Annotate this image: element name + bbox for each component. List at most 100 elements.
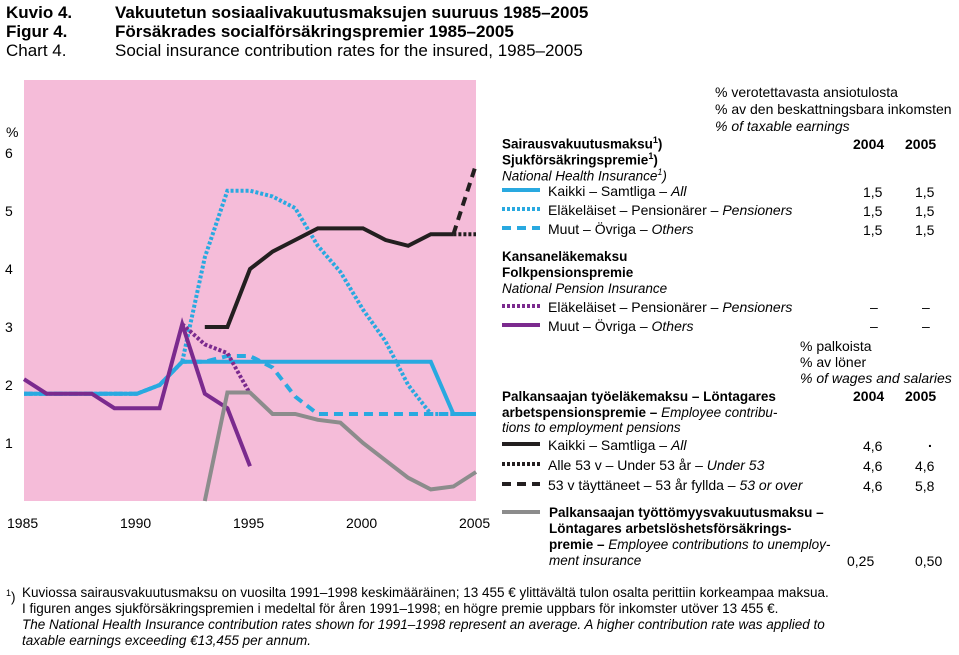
emp-item-under53-label: Alle 53 v – Under 53 år –	[548, 457, 707, 473]
footnote-fi: Kuviossa sairausvakuutusmaksu on vuosilt…	[22, 585, 829, 600]
health-pensioners-2005: 1,5	[915, 203, 935, 219]
natpen-item-pensioners: Eläkeläiset – Pensionärer – Pensioners	[548, 299, 792, 315]
x-tick-label: 1995	[233, 515, 265, 531]
emp-53over-2005: 5,8	[915, 478, 935, 494]
health-item-all: Kaikki – Samtliga – All	[548, 183, 687, 199]
series-line-unemployment-solid	[202, 390, 478, 502]
emp-item-under53-en: Under 53	[706, 457, 765, 473]
legend-swatches	[502, 188, 540, 514]
natpen-item-others-en: Others	[651, 318, 694, 334]
unemp-heading-line2: Löntagares arbetslöshetsförsäkrings-	[549, 521, 792, 536]
emp-all-2005: .	[928, 434, 932, 450]
series-layer	[22, 163, 478, 502]
series-line-health-dashed	[24, 354, 476, 416]
unit1-sv: % av den beskattningsbara inkomsten	[715, 101, 952, 117]
unemp-heading-line1: Palkansaajan työttömyysvakuutusmaksu –	[549, 505, 824, 520]
health-item-pensioners-en: Pensioners	[722, 202, 793, 218]
title-sv: Försäkrades socialförsäkringspremier 198…	[115, 22, 514, 41]
col-2005-b: 2005	[905, 388, 937, 404]
health-others-2005: 1,5	[915, 222, 935, 238]
title-label-fi: Kuvio 4.	[6, 3, 73, 22]
y-tick-label: 1	[5, 435, 13, 451]
health-item-all-label: Kaikki – Samtliga –	[548, 183, 671, 199]
series-line-national_pension-solid	[22, 317, 252, 467]
emp-item-53over: 53 v täyttäneet – 53 år fyllda – 53 or o…	[548, 477, 803, 493]
title-label-sv: Figur 4.	[6, 22, 68, 41]
unit1-en: % of taxable earnings	[715, 118, 850, 134]
unemp-heading-line3-it: Employee contributions to unemploy-	[608, 537, 831, 552]
health-item-pensioners-label: Eläkeläiset – Pensionärer –	[548, 202, 723, 218]
natpen-item-others: Muut – Övriga – Others	[548, 318, 694, 334]
unemp-2004: 0,25	[847, 553, 875, 569]
y-tick-label: 5	[5, 203, 13, 219]
y-tick-label: 3	[5, 319, 13, 335]
emp-item-under53: Alle 53 v – Under 53 år – Under 53	[548, 457, 764, 473]
x-tick-label: 2005	[459, 515, 491, 531]
footnote-en-2: taxable earnings exceeding €13,455 per a…	[22, 633, 311, 648]
health-others-2004: 1,5	[863, 222, 883, 238]
emp-heading-line2-bold: arbetspensionspremie –	[502, 405, 662, 420]
emp-item-all-en: All	[670, 437, 687, 453]
natpen-heading-fi: Kansaneläkemaksu	[502, 249, 628, 264]
emp-heading-line2: arbetspensionspremie – Employee contribu…	[502, 405, 777, 420]
title-label-en: Chart 4.	[6, 41, 67, 60]
footnote-sv: I figuren anges sjukförsäkringspremien i…	[22, 601, 779, 616]
health-all-2004: 1,5	[863, 184, 883, 200]
emp-heading-line3: tions to employment pensions	[502, 420, 681, 435]
health-item-pensioners: Eläkeläiset – Pensionärer – Pensioners	[548, 202, 792, 218]
health-fn-paren-3: )	[662, 168, 667, 184]
health-heading-en-text: National Health Insurance	[502, 168, 658, 184]
footnote-mark-sup: 1	[6, 588, 12, 598]
col-2004-b: 2004	[853, 388, 885, 404]
series-line-employee_pension-dashed	[451, 163, 478, 235]
health-item-others-en: Others	[651, 221, 694, 237]
col-2005-a: 2005	[905, 136, 937, 152]
footnote-mark-paren: )	[11, 589, 16, 605]
emp-53over-2004: 4,6	[863, 478, 883, 494]
series-line-national_pension-dotted	[180, 322, 252, 395]
health-heading-sv: Sjukförsäkringspremie1)	[502, 149, 658, 168]
health-heading-fi-text: Sairausvakuutusmaksu	[502, 136, 653, 152]
emp-under53-2005: 4,6	[915, 458, 935, 474]
emp-heading-line1: Palkansaajan työeläkemaksu – Löntagares	[502, 389, 776, 404]
natpen-item-pensioners-en: Pensioners	[722, 299, 793, 315]
x-tick-label: 1990	[120, 515, 152, 531]
series-line-employee_pension-solid	[204, 226, 454, 329]
emp-item-all-label: Kaikki – Samtliga –	[548, 437, 671, 453]
unemp-heading-line3: premie – Employee contributions to unemp…	[549, 537, 830, 552]
health-fn-mark-2: 1	[648, 151, 654, 161]
footnote-en-1: The National Health Insurance contributi…	[22, 617, 825, 632]
health-item-all-en: All	[670, 183, 687, 199]
title-en: Social insurance contribution rates for …	[115, 41, 583, 60]
x-tick-label: 1985	[7, 515, 39, 531]
natpen-pensioners-2004: –	[870, 299, 878, 315]
natpen-item-pensioners-label: Eläkeläiset – Pensionärer –	[548, 299, 723, 315]
natpen-others-2005: –	[922, 318, 930, 334]
y-axis-label: %	[6, 124, 19, 140]
emp-item-53over-label: 53 v täyttäneet – 53 år fyllda –	[548, 477, 740, 493]
unemp-heading-line3-bold: premie –	[549, 537, 609, 552]
emp-under53-2004: 4,6	[863, 458, 883, 474]
natpen-heading-sv: Folkpensionspremie	[502, 265, 634, 280]
health-heading-en: National Health Insurance1)	[502, 165, 667, 184]
y-tick-label: 4	[5, 261, 13, 277]
unemp-2005: 0,50	[915, 553, 943, 569]
y-tick-label: 6	[5, 145, 13, 161]
health-fn-paren-1: )	[657, 136, 663, 152]
x-tick-label: 2000	[346, 515, 378, 531]
unit1-fi: % verotettavasta ansiotulosta	[715, 84, 898, 100]
natpen-item-others-label: Muut – Övriga –	[548, 318, 652, 334]
footnote-mark: 1)	[6, 585, 16, 606]
health-all-2005: 1,5	[915, 184, 935, 200]
health-heading-fi: Sairausvakuutusmaksu1)	[502, 133, 662, 152]
unit2-fi: % palkoista	[800, 338, 872, 354]
emp-item-all: Kaikki – Samtliga – All	[548, 437, 687, 453]
unit2-en: % of wages and salaries	[800, 370, 952, 386]
unit2-sv: % av löner	[800, 354, 867, 370]
health-fn-mark-1: 1	[652, 135, 658, 145]
emp-heading-line2-it: Employee contribu-	[661, 405, 778, 420]
unemp-heading-line4: ment insurance	[549, 553, 642, 568]
emp-all-2004: 4,6	[863, 438, 883, 454]
health-fn-paren-2: )	[653, 152, 658, 168]
